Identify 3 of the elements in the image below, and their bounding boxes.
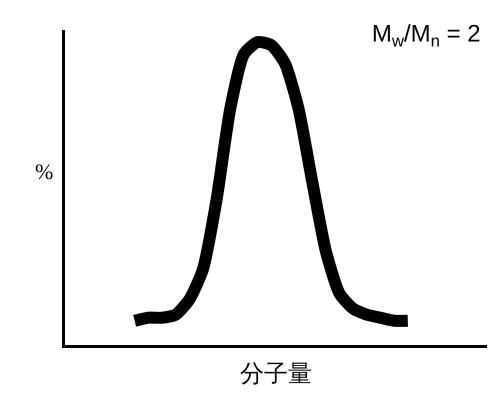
x-axis-title: 分子量 — [240, 360, 312, 388]
y-axis-title: % — [35, 159, 54, 184]
chart-title: M$_{w}$/M$_{n}$ = 2 — [372, 20, 481, 50]
